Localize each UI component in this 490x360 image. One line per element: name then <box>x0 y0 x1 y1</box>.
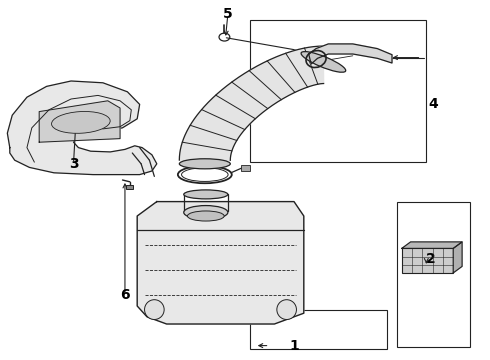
Bar <box>241 165 250 171</box>
Polygon shape <box>453 242 462 273</box>
Text: 6: 6 <box>120 288 130 302</box>
Text: 1: 1 <box>289 339 299 352</box>
Ellipse shape <box>51 112 110 133</box>
Text: 5: 5 <box>223 8 233 21</box>
Ellipse shape <box>184 190 228 199</box>
Bar <box>250 20 426 162</box>
Text: 3: 3 <box>69 157 78 171</box>
Ellipse shape <box>277 300 296 320</box>
Polygon shape <box>7 81 157 175</box>
Polygon shape <box>402 242 462 248</box>
Ellipse shape <box>301 51 346 72</box>
Ellipse shape <box>179 159 230 169</box>
Polygon shape <box>179 46 323 160</box>
Bar <box>250 310 387 349</box>
Text: 2: 2 <box>426 252 436 266</box>
Bar <box>397 202 470 347</box>
Bar <box>402 248 453 273</box>
Ellipse shape <box>184 206 228 219</box>
Text: 4: 4 <box>429 98 439 111</box>
Ellipse shape <box>187 211 224 221</box>
Bar <box>126 185 133 189</box>
Polygon shape <box>137 202 304 324</box>
Polygon shape <box>309 44 392 64</box>
Polygon shape <box>39 101 120 142</box>
Ellipse shape <box>145 300 164 320</box>
